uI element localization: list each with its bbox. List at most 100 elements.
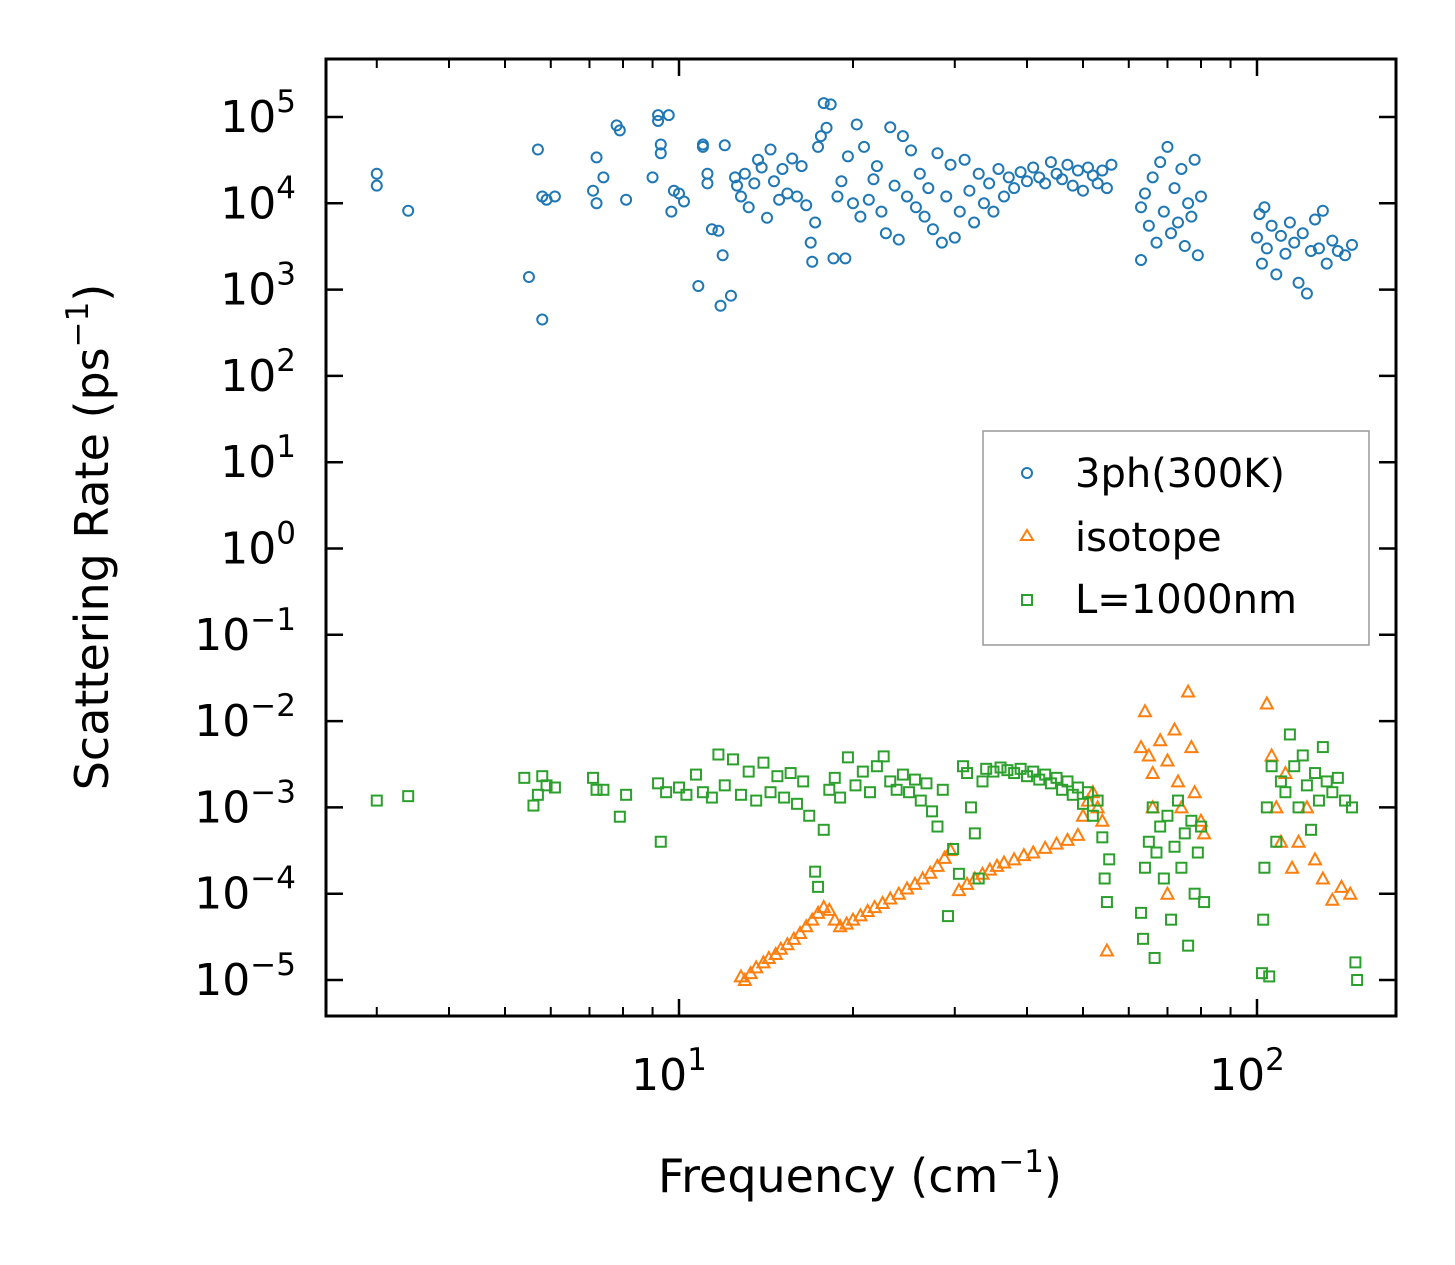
point-3ph <box>963 184 976 197</box>
point-boundary <box>1331 771 1344 784</box>
point-isotope <box>1315 870 1331 885</box>
x-tick-label: 102 <box>1209 1042 1285 1101</box>
point-boundary <box>1255 967 1268 980</box>
y-tick-exp: 3 <box>276 257 296 293</box>
point-boundary <box>1309 767 1322 780</box>
point-3ph <box>1008 182 1021 195</box>
point-boundary <box>1270 835 1283 848</box>
point-boundary <box>1260 801 1273 814</box>
point-3ph <box>1270 268 1283 281</box>
point-3ph <box>755 161 768 174</box>
point-boundary <box>587 771 600 784</box>
point-isotope <box>1307 851 1323 866</box>
point-boundary <box>834 791 847 804</box>
point-3ph <box>701 167 714 180</box>
point-3ph <box>806 255 819 268</box>
point-boundary <box>1172 794 1185 807</box>
point-boundary <box>1150 846 1163 859</box>
x-tick-base: 10 <box>1209 1050 1265 1101</box>
point-boundary <box>1138 861 1151 874</box>
point-boundary <box>1161 809 1174 822</box>
point-3ph <box>913 167 926 180</box>
point-3ph <box>968 216 981 229</box>
point-boundary <box>764 786 777 799</box>
point-3ph <box>1071 164 1084 177</box>
y-tick-base: 10 <box>194 955 250 1006</box>
point-3ph <box>692 280 705 293</box>
point-3ph <box>835 175 848 188</box>
point-3ph <box>814 130 827 143</box>
y-axis-title: Scattering Rate (ps−1) <box>60 284 119 791</box>
y-tick-label: 104 <box>220 170 296 229</box>
point-boundary <box>790 797 803 810</box>
point-boundary <box>1265 760 1278 773</box>
point-boundary <box>1142 835 1155 848</box>
point-boundary <box>1081 786 1094 799</box>
point-isotope <box>1166 721 1183 736</box>
point-3ph <box>781 187 794 200</box>
point-3ph <box>646 171 659 184</box>
point-boundary <box>980 762 993 775</box>
point-isotope <box>1324 891 1341 906</box>
point-3ph <box>1056 173 1069 186</box>
point-3ph <box>613 124 626 137</box>
point-3ph <box>1096 164 1109 177</box>
point-boundary <box>757 756 770 769</box>
point-3ph <box>1320 257 1333 270</box>
point-boundary <box>1098 872 1111 885</box>
point-isotope <box>755 954 772 969</box>
point-isotope <box>761 949 777 964</box>
point-boundary <box>828 771 841 784</box>
point-3ph <box>548 190 561 203</box>
point-isotope <box>936 849 953 864</box>
point-3ph <box>590 197 603 210</box>
point-3ph <box>1185 210 1198 223</box>
point-boundary <box>803 809 816 822</box>
point-boundary <box>370 794 383 807</box>
legend: 3ph(300K) isotope L=1000nm <box>982 430 1370 646</box>
point-boundary <box>590 783 603 796</box>
point-boundary <box>863 786 876 799</box>
point-isotope <box>1145 764 1161 780</box>
point-3ph <box>1165 227 1178 240</box>
point-3ph <box>714 299 727 312</box>
point-isotope <box>852 907 869 922</box>
point-3ph <box>712 224 725 237</box>
y-tick-exp: −5 <box>250 947 296 983</box>
point-boundary <box>936 783 949 796</box>
point-boundary <box>1091 794 1104 807</box>
point-3ph <box>922 182 935 195</box>
point-3ph <box>867 173 880 186</box>
point-boundary <box>1061 775 1074 788</box>
point-isotope <box>1342 885 1358 900</box>
legend-marker-3ph <box>1021 467 1033 479</box>
point-boundary <box>1137 932 1150 945</box>
point-isotope <box>1025 844 1041 859</box>
point-3ph <box>935 236 948 249</box>
x-tick-exp: 1 <box>687 1042 707 1078</box>
point-boundary <box>784 767 797 780</box>
point-isotope <box>1196 825 1212 840</box>
point-3ph <box>888 179 901 192</box>
point-boundary <box>823 783 836 796</box>
y-tick-exp: 1 <box>276 429 296 465</box>
y-tick-base: 10 <box>194 610 250 661</box>
point-isotope <box>1263 747 1280 762</box>
point-boundary <box>884 775 897 788</box>
point-boundary <box>797 775 810 788</box>
point-3ph <box>701 177 714 190</box>
point-3ph <box>870 160 883 173</box>
point-boundary <box>1351 974 1364 986</box>
point-boundary <box>877 750 890 763</box>
point-boundary <box>1165 913 1178 926</box>
x-tick-label: 101 <box>631 1042 707 1101</box>
point-3ph <box>953 205 966 218</box>
point-boundary <box>1001 764 1014 777</box>
point-isotope <box>1075 807 1091 822</box>
point-3ph <box>804 236 817 249</box>
point-3ph <box>831 190 844 203</box>
y-tick-exp: −1 <box>250 602 296 638</box>
y-tick-label: 105 <box>220 84 296 143</box>
point-isotope <box>1141 747 1157 762</box>
point-isotope <box>804 911 820 926</box>
